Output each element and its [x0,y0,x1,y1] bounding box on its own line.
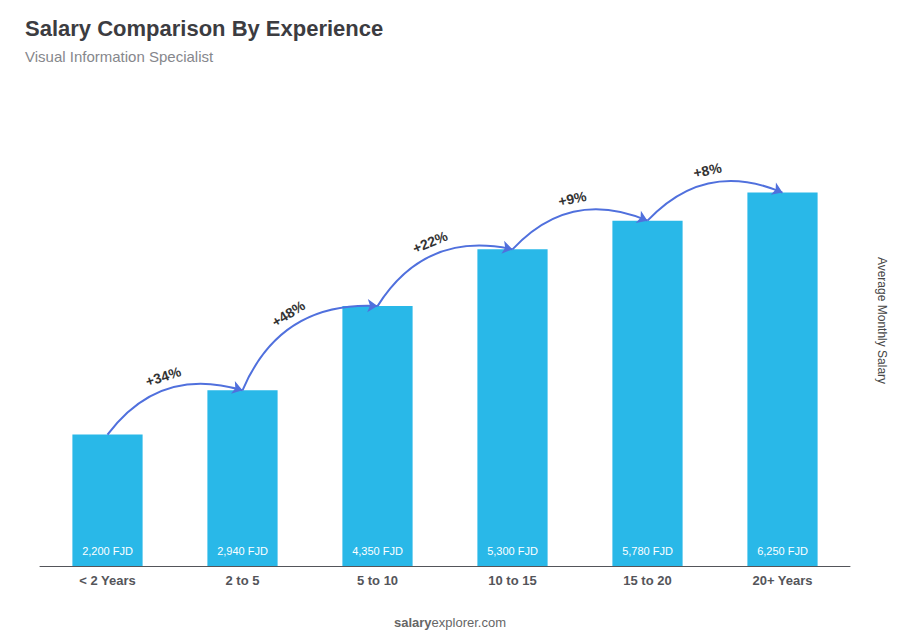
svg-text:salary: salary [394,615,432,630]
svg-text:20+ Years: 20+ Years [752,573,812,588]
svg-text:+48%: +48% [269,297,309,330]
svg-text:4,350 FJD: 4,350 FJD [352,545,403,557]
svg-text:15 to 20: 15 to 20 [623,573,671,588]
svg-text:+34%: +34% [144,363,184,390]
svg-text:10 to 15: 10 to 15 [488,573,536,588]
svg-text:+8%: +8% [692,159,724,181]
svg-text:2,940 FJD: 2,940 FJD [217,545,268,557]
svg-text:< 2 Years: < 2 Years [79,573,136,588]
svg-text:explorer.com: explorer.com [432,615,506,630]
svg-text:Average Monthly Salary: Average Monthly Salary [875,257,889,384]
svg-text:+22%: +22% [410,228,450,257]
svg-text:Visual Information Specialist: Visual Information Specialist [25,48,214,65]
svg-text:6,250 FJD: 6,250 FJD [757,545,808,557]
svg-text:Salary Comparison By Experienc: Salary Comparison By Experience [25,16,383,41]
svg-text:5 to 10: 5 to 10 [357,573,398,588]
svg-text:2 to 5: 2 to 5 [226,573,260,588]
svg-text:5,780 FJD: 5,780 FJD [622,545,673,557]
svg-text:5,300 FJD: 5,300 FJD [487,545,538,557]
svg-text:2,200 FJD: 2,200 FJD [82,545,133,557]
svg-text:+9%: +9% [557,188,589,210]
